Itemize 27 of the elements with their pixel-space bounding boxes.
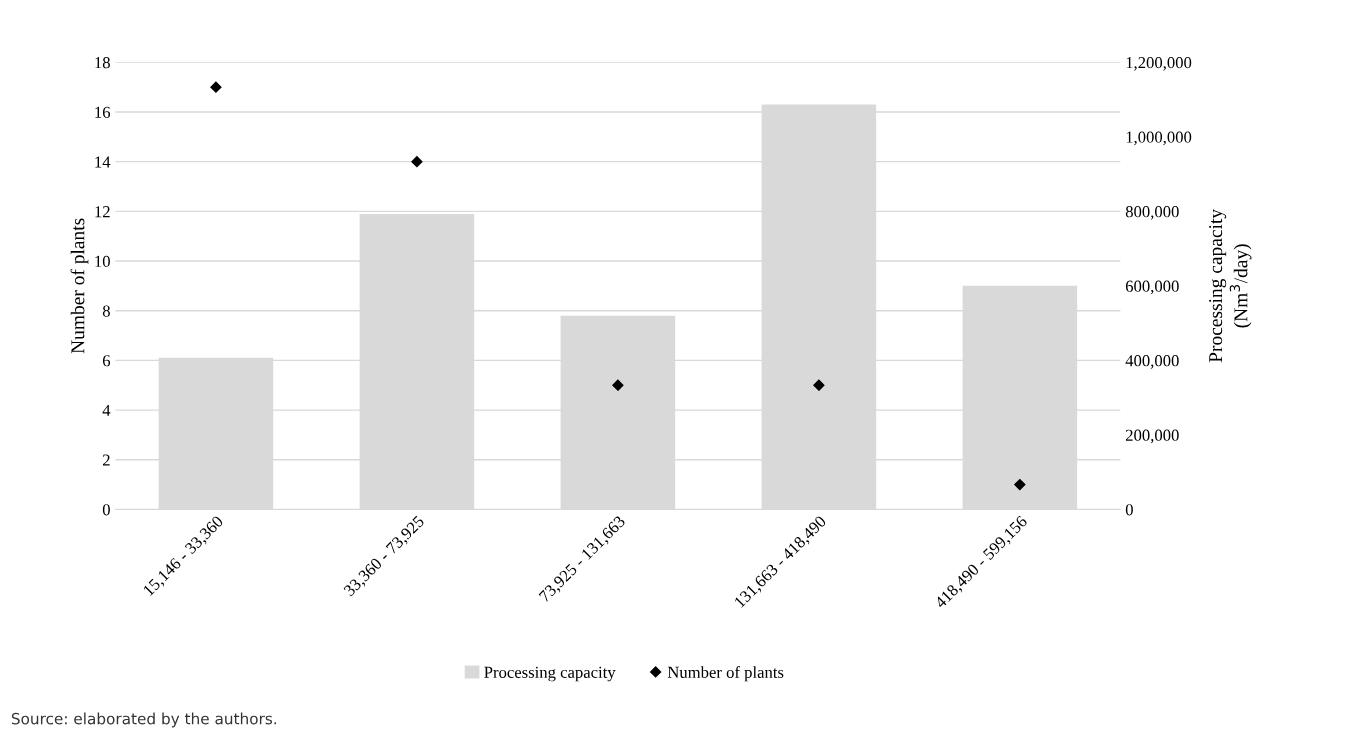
point [612, 379, 624, 391]
y-tick-label: 8 [102, 305, 110, 317]
y-tick-label: 4 [102, 404, 111, 416]
point [1014, 478, 1026, 491]
y2-axis-title: Processing capacity (Nm$^{3}$/day) [1209, 209, 1252, 363]
source-note: Source: elaborated by the authors. [11, 712, 277, 728]
y-tick-label: 2 [102, 454, 110, 466]
y2-tick-label: 1,000,000 [1126, 131, 1192, 146]
y2-tick-label: 1,200,000 [1126, 57, 1192, 71]
y-tick-label: 16 [95, 106, 111, 118]
y2-tick-label: 600,000 [1125, 280, 1179, 295]
y2-tick-label: 400,000 [1125, 355, 1179, 369]
y-tick-label: 6 [102, 355, 111, 367]
y-tick-label: 14 [95, 156, 111, 168]
point [411, 156, 423, 168]
y-tick-label: 12 [95, 206, 110, 218]
point [210, 81, 222, 93]
legend-label: Number of plants [667, 666, 784, 682]
y-tick-label: 0 [102, 504, 110, 516]
y-tick-label: 10 [95, 255, 110, 267]
y2-tick-label: 200,000 [1125, 429, 1179, 444]
point [813, 379, 825, 391]
y2-tick-label: 800,000 [1125, 206, 1179, 220]
y-axis-title: Number of plants [70, 218, 89, 354]
y2-tick-label: 0 [1125, 504, 1133, 516]
y-tick-label: 18 [95, 57, 110, 69]
legend-label: Processing capacity [484, 666, 616, 682]
